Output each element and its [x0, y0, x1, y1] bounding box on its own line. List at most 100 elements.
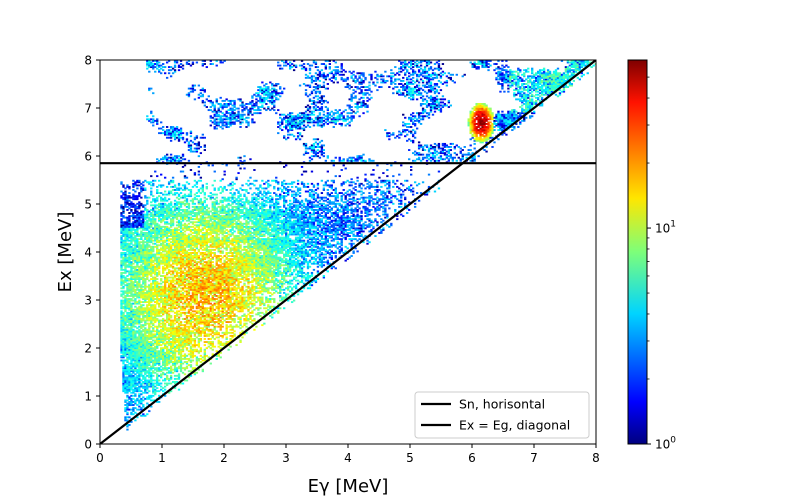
heatmap-cell	[235, 270, 238, 273]
heatmap-cell	[286, 265, 290, 268]
heatmap-cell	[128, 382, 131, 385]
heatmap-cell	[249, 258, 252, 261]
heatmap-cell	[163, 328, 167, 331]
heatmap-cell	[136, 287, 139, 290]
heatmap-cell	[193, 259, 197, 262]
heatmap-cell	[195, 281, 199, 284]
heatmap-cell	[221, 252, 224, 254]
heatmap-cell	[229, 273, 232, 276]
heatmap-cell	[165, 367, 169, 370]
heatmap-cell	[243, 276, 246, 279]
heatmap-cell	[304, 259, 308, 262]
heatmap-cell	[136, 362, 139, 365]
heatmap-cell	[165, 361, 169, 363]
heatmap-cell	[162, 270, 165, 273]
heatmap-cell	[175, 313, 179, 316]
heatmap-cell	[152, 285, 155, 288]
heatmap-cell	[183, 342, 187, 345]
heatmap-cell	[187, 370, 191, 373]
heatmap-cell	[163, 354, 167, 357]
heatmap-cell	[175, 299, 179, 302]
heatmap-cell	[187, 252, 191, 254]
heatmap-cell	[130, 278, 133, 280]
heatmap-cell	[128, 318, 131, 320]
heatmap-cell	[237, 285, 240, 288]
heatmap-cell	[227, 311, 230, 314]
heatmap-cell	[144, 368, 147, 371]
heatmap-cell	[229, 284, 232, 287]
heatmap-cell	[193, 290, 197, 293]
heatmap-cell	[142, 295, 145, 297]
heatmap-cell	[257, 256, 260, 259]
heatmap-cell	[152, 382, 155, 385]
heatmap-cell	[229, 314, 232, 317]
heatmap-cell	[229, 281, 232, 284]
heatmap-cell	[122, 253, 125, 256]
heatmap-cell	[223, 293, 226, 296]
heatmap-cell	[165, 288, 169, 291]
heatmap-cell	[130, 394, 133, 397]
heatmap-cell	[209, 278, 212, 280]
heatmap-cell	[279, 250, 282, 253]
heatmap-cell	[271, 313, 274, 316]
heatmap-cell	[122, 321, 125, 324]
heatmap-cell	[185, 379, 189, 382]
heatmap-cell	[271, 293, 274, 296]
heatmap-cell	[201, 259, 205, 262]
heatmap-cell	[122, 276, 125, 279]
heatmap-cell	[128, 252, 131, 254]
heatmap-cell	[122, 319, 125, 322]
heatmap-cell	[211, 344, 214, 347]
heatmap-cell	[281, 275, 284, 277]
heatmap-cell	[130, 357, 133, 360]
heatmap-cell	[279, 248, 282, 251]
heatmap-cell	[235, 267, 238, 270]
heatmap-cell	[130, 336, 133, 339]
heatmap-cell	[271, 261, 274, 264]
heatmap-cell	[285, 261, 288, 264]
heatmap-cell	[241, 248, 244, 251]
heatmap-cell	[128, 353, 131, 356]
heatmap-cell	[132, 330, 135, 333]
heatmap-cell	[126, 334, 129, 337]
heatmap-cell	[144, 281, 147, 284]
heatmap-cell	[189, 287, 193, 290]
heatmap-cell	[306, 287, 310, 290]
heatmap-cell	[261, 278, 264, 280]
heatmap-cell	[207, 248, 210, 251]
heatmap-cell	[150, 307, 153, 310]
heatmap-cell	[126, 311, 129, 314]
heatmap-cell	[241, 310, 244, 313]
heatmap-cell	[300, 255, 304, 257]
heatmap-cell	[156, 313, 159, 316]
heatmap-cell	[130, 402, 133, 405]
heatmap-cell	[243, 252, 246, 254]
heatmap-cell	[231, 327, 234, 330]
heatmap-cell	[193, 293, 197, 296]
heatmap-cell	[163, 253, 167, 256]
heatmap-cell	[140, 345, 143, 348]
heatmap-cell	[158, 290, 161, 293]
heatmap-cell	[150, 290, 153, 293]
heatmap-cell	[237, 307, 240, 310]
heatmap-cell	[173, 338, 177, 340]
heatmap-cell	[173, 285, 177, 288]
heatmap-cell	[152, 362, 155, 365]
heatmap-cell	[205, 285, 208, 288]
heatmap-cell	[211, 310, 214, 313]
heatmap-cell	[183, 273, 187, 276]
heatmap-cell	[304, 276, 308, 279]
heatmap-cell	[158, 298, 161, 300]
heatmap-cell	[177, 295, 181, 297]
heatmap-cell	[263, 248, 266, 251]
heatmap-cell	[128, 307, 131, 310]
heatmap-cell	[251, 258, 254, 261]
heatmap-cell	[150, 318, 153, 320]
heatmap-cell	[203, 258, 206, 261]
heatmap-cell	[130, 376, 133, 379]
heatmap-cell	[259, 314, 262, 317]
heatmap-cell	[213, 279, 216, 282]
heatmap-cell	[288, 262, 292, 265]
heatmap-cell	[213, 252, 216, 254]
heatmap-cell	[233, 314, 236, 317]
